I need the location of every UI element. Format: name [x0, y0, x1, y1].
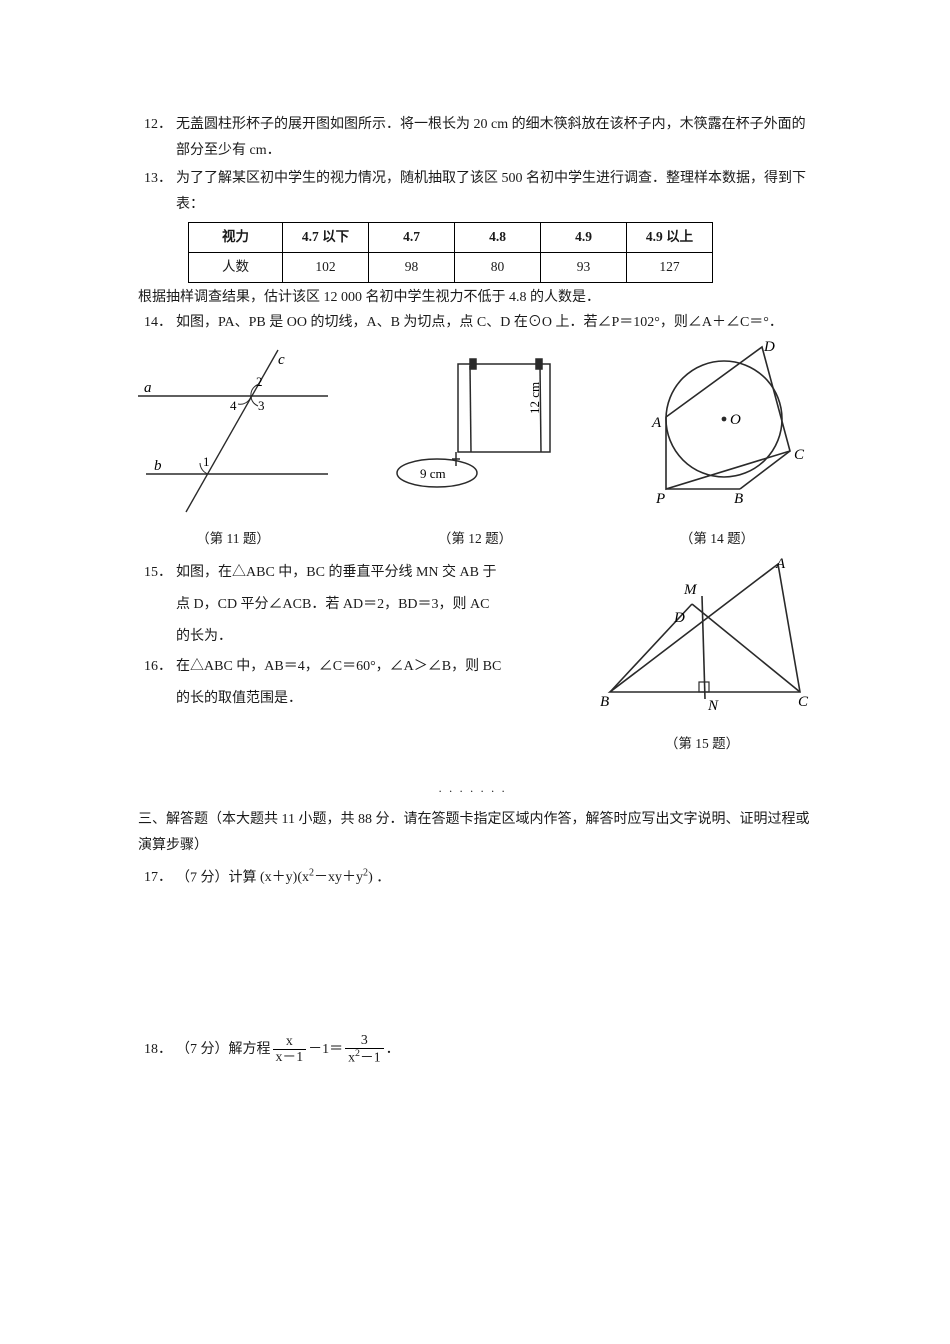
label-D: D: [763, 339, 775, 355]
q17-expr: (x＋y)(x2－xy＋y2): [260, 870, 376, 885]
fig14-caption: （第 14 题）: [622, 527, 812, 552]
q18-frac1: x x－1: [273, 1034, 307, 1065]
q18-frac2: 3 x2－1: [345, 1033, 384, 1065]
label-A: A: [651, 415, 662, 431]
table-header: 4.7 以下: [283, 222, 369, 252]
label-4: 4: [230, 398, 237, 413]
fig11-svg: a b c 1 2 3 4: [138, 344, 328, 514]
label-D: D: [673, 610, 685, 626]
table-row: 视力 4.7 以下 4.7 4.8 4.9 4.9 以上: [189, 222, 713, 252]
q18-post: ．: [386, 1037, 400, 1063]
q15-line2: 点 D，CD 平分∠ACB．若 AD＝2，BD＝3，则 AC: [176, 592, 576, 618]
q15-line3: 的长为．: [176, 624, 576, 650]
q15-line1: 如图，在△ABC 中，BC 的垂直平分线 MN 交 AB 于: [176, 560, 576, 586]
section3-heading: ．．．．．．． 三、解答题（本大题共 11 小题，共 88 分．请在答题卡指定区…: [138, 781, 812, 859]
q17-pre: （7 分）计算: [176, 870, 257, 885]
label-9cm: 9 cm: [420, 466, 446, 481]
figure-row: a b c 1 2 3 4 （第 11 题）: [138, 339, 812, 552]
table-cell: 98: [369, 252, 455, 282]
label-M: M: [683, 582, 698, 598]
q14-text: 如图，PA、PB 是 OO 的切线，A、B 为切点，点 C、D 在⊙O 上．若∠…: [176, 310, 812, 336]
figure-14: A B C D P O （第 14 题）: [622, 339, 812, 552]
vision-table: 视力 4.7 以下 4.7 4.8 4.9 4.9 以上 人数 102 98 8…: [188, 222, 713, 283]
fig15-caption: （第 15 题）: [592, 732, 812, 757]
label-C: C: [798, 694, 809, 710]
table-cell: 93: [541, 252, 627, 282]
label-C: C: [794, 447, 805, 463]
fig15-svg: A B C M D N: [592, 554, 812, 719]
section3-text: 三、解答题（本大题共 11 小题，共 88 分．请在答题卡指定区域内作答，解答时…: [138, 812, 809, 853]
figure-12: 12 cm 9 cm （第 12 题）: [390, 344, 560, 552]
table-header: 4.9: [541, 222, 627, 252]
fig12-caption: （第 12 题）: [390, 527, 560, 552]
label-3: 3: [258, 398, 265, 413]
question-12: 12． 无盖圆柱形杯子的展开图如图所示．将一根长为 20 cm 的细木筷斜放在该…: [138, 112, 812, 164]
q13-lead: 为了了解某区初中学生的视力情况，随机抽取了该区 500 名初中学生进行调查．整理…: [176, 166, 812, 218]
table-cell: 102: [283, 252, 369, 282]
label-B: B: [600, 694, 609, 710]
q12-number: 12．: [138, 112, 176, 164]
label-N: N: [707, 698, 719, 714]
fig11-caption: （第 11 题）: [138, 527, 328, 552]
q13-tail: 根据抽样调查结果，估计该区 12 000 名初中学生视力不低于 4.8 的人数是…: [138, 285, 812, 311]
fig14-svg: A B C D P O: [622, 339, 812, 514]
q17-post: ．: [376, 870, 390, 885]
fig12-svg: 12 cm 9 cm: [390, 344, 560, 514]
label-B: B: [734, 491, 743, 507]
q16-line2: 的长的取值范围是．: [176, 686, 576, 712]
label-P: P: [655, 491, 665, 507]
table-row: 人数 102 98 80 93 127: [189, 252, 713, 282]
question-13: 13． 为了了解某区初中学生的视力情况，随机抽取了该区 500 名初中学生进行调…: [138, 166, 812, 218]
q17-number: 17．: [138, 865, 176, 892]
question-18: 18． （7 分）解方程 x x－1 －1＝ 3 x2－1 ．: [138, 1033, 812, 1065]
table-cell: 人数: [189, 252, 283, 282]
label-1: 1: [203, 454, 210, 469]
table-header: 4.8: [455, 222, 541, 252]
section3-emph: ．．．．．．．: [438, 784, 516, 794]
question-17: 17． （7 分）计算 (x＋y)(x2－xy＋y2) ．: [138, 865, 812, 892]
q18-pre: （7 分）解方程: [176, 1037, 271, 1063]
table-header: 4.9 以上: [627, 222, 713, 252]
label-b: b: [154, 458, 162, 474]
figure-11: a b c 1 2 3 4 （第 11 题）: [138, 344, 328, 552]
q16-number: 16．: [138, 654, 176, 712]
table-cell: 127: [627, 252, 713, 282]
question-15: 15． 如图，在△ABC 中，BC 的垂直平分线 MN 交 AB 于 点 D，C…: [138, 560, 576, 650]
q12-text: 无盖圆柱形杯子的展开图如图所示．将一根长为 20 cm 的细木筷斜放在该杯子内，…: [176, 112, 812, 164]
table-cell: 80: [455, 252, 541, 282]
table-header: 4.7: [369, 222, 455, 252]
q18-mid: －1＝: [308, 1037, 343, 1063]
figure-15: A B C M D N （第 15 题）: [592, 554, 812, 757]
q15-number: 15．: [138, 560, 176, 650]
q14-number: 14．: [138, 310, 176, 336]
label-2: 2: [256, 374, 263, 389]
q15-q16-block: 15． 如图，在△ABC 中，BC 的垂直平分线 MN 交 AB 于 点 D，C…: [138, 554, 812, 757]
q18-number: 18．: [138, 1037, 176, 1063]
question-16: 16． 在△ABC 中，AB＝4，∠C＝60°，∠A＞∠B，则 BC 的长的取值…: [138, 654, 576, 712]
q13-number: 13．: [138, 166, 176, 218]
label-O: O: [730, 412, 741, 428]
label-12cm: 12 cm: [527, 382, 542, 414]
question-14: 14． 如图，PA、PB 是 OO 的切线，A、B 为切点，点 C、D 在⊙O …: [138, 310, 812, 336]
label-A: A: [775, 556, 786, 572]
label-c: c: [278, 352, 285, 368]
q16-line1: 在△ABC 中，AB＝4，∠C＝60°，∠A＞∠B，则 BC: [176, 654, 576, 680]
label-a: a: [144, 380, 152, 396]
table-header: 视力: [189, 222, 283, 252]
